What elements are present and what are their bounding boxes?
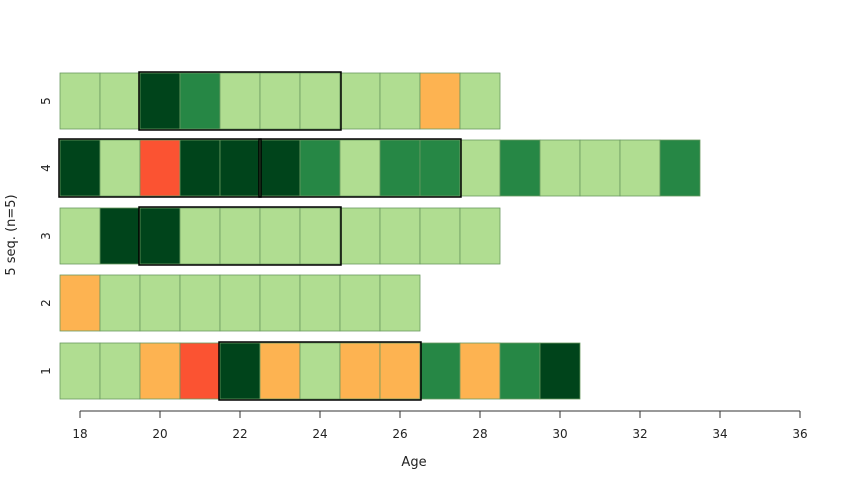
sequence-5-cell — [459, 72, 501, 130]
highlight-box-seq-3 — [138, 206, 342, 266]
x-tick-label: 26 — [392, 427, 407, 441]
sequence-3-cell — [59, 207, 101, 265]
x-tick-label: 32 — [632, 427, 647, 441]
sequence-4-cell — [339, 139, 381, 197]
sequence-4-cell — [59, 139, 101, 197]
sequence-2-cell — [299, 274, 341, 332]
sequence-4-cell — [619, 139, 661, 197]
y-tick-label: 1 — [39, 367, 53, 375]
sequence-4-cell — [539, 139, 581, 197]
x-tick-label: 18 — [72, 427, 87, 441]
highlight-box-seq-5 — [138, 71, 342, 131]
y-tick-label: 3 — [39, 232, 53, 240]
sequence-4-cell — [659, 139, 701, 197]
sequence-4-cell — [139, 139, 181, 197]
sequence-bars — [59, 72, 701, 400]
sequence-1-cell — [379, 342, 421, 400]
sequence-5-cell — [259, 72, 301, 130]
sequence-5-cell — [419, 72, 461, 130]
x-tick-label: 30 — [552, 427, 567, 441]
y-tick-label: 2 — [39, 299, 53, 307]
highlight-box-seq-4 — [258, 138, 462, 198]
sequence-2-cell — [99, 274, 141, 332]
sequence-1-cell — [499, 342, 541, 400]
sequence-5-cell — [299, 72, 341, 130]
sequence-5-cell — [339, 72, 381, 130]
highlight-box-seq-1 — [218, 341, 422, 401]
sequence-5-cell — [379, 72, 421, 130]
sequence-1-cell — [179, 342, 221, 400]
sequence-4-cell — [579, 139, 621, 197]
sequence-1-cell — [299, 342, 341, 400]
sequence-5-cell — [219, 72, 261, 130]
x-tick-label: 36 — [792, 427, 807, 441]
sequence-4-cell — [179, 139, 221, 197]
x-tick-label: 34 — [712, 427, 727, 441]
sequence-3-cell — [259, 207, 301, 265]
sequence-2-cell — [179, 274, 221, 332]
sequence-5-cell — [99, 72, 141, 130]
sequence-4-cell — [459, 139, 501, 197]
x-axis-label: Age — [401, 455, 426, 470]
sequence-4-cell — [219, 139, 261, 197]
y-axis-label: 5 seq. (n=5) — [4, 194, 19, 275]
sequence-4-cell — [499, 139, 541, 197]
sequence-1-cell — [259, 342, 301, 400]
sequence-3-cell — [139, 207, 181, 265]
sequence-5-cell — [139, 72, 181, 130]
sequence-1-cell — [99, 342, 141, 400]
sequence-3-cell — [99, 207, 141, 265]
sequence-1-cell — [459, 342, 501, 400]
x-axis: 18 20 22 24 26 28 30 32 34 36 — [72, 410, 808, 441]
x-tick-label: 22 — [232, 427, 247, 441]
sequence-5-cell — [59, 72, 101, 130]
highlight-box-seq-4 — [58, 138, 262, 198]
sequence-2-cell — [59, 274, 101, 332]
y-tick-label: 5 — [39, 97, 53, 105]
sequence-3-cell — [379, 207, 421, 265]
sequence-3-cell — [339, 207, 381, 265]
sequence-1-cell — [419, 342, 461, 400]
sequence-3-cell — [219, 207, 261, 265]
sequence-1-cell — [339, 342, 381, 400]
sequence-1-cell — [539, 342, 581, 400]
sequence-4-cell — [379, 139, 421, 197]
highlight-boxes — [58, 71, 462, 401]
sequence-3-cell — [419, 207, 461, 265]
sequence-3-cell — [299, 207, 341, 265]
y-axis: 1 2 3 4 5 — [39, 97, 53, 375]
sequence-4-cell — [299, 139, 341, 197]
sequence-2-cell — [379, 274, 421, 332]
sequence-3-cell — [179, 207, 221, 265]
sequence-2-cell — [339, 274, 381, 332]
sequence-3-cell — [459, 207, 501, 265]
sequence-4-cell — [419, 139, 461, 197]
sequence-2-cell — [219, 274, 261, 332]
x-tick-label: 20 — [152, 427, 167, 441]
x-tick-label: 28 — [472, 427, 487, 441]
sequence-2-cell — [139, 274, 181, 332]
sequence-1-cell — [59, 342, 101, 400]
y-tick-label: 4 — [39, 164, 53, 172]
sequence-2-cell — [259, 274, 301, 332]
sequence-1-cell — [219, 342, 261, 400]
sequence-1-cell — [139, 342, 181, 400]
sequence-4-cell — [99, 139, 141, 197]
sequence-4-cell — [259, 139, 301, 197]
x-tick-label: 24 — [312, 427, 327, 441]
sequence-5-cell — [179, 72, 221, 130]
